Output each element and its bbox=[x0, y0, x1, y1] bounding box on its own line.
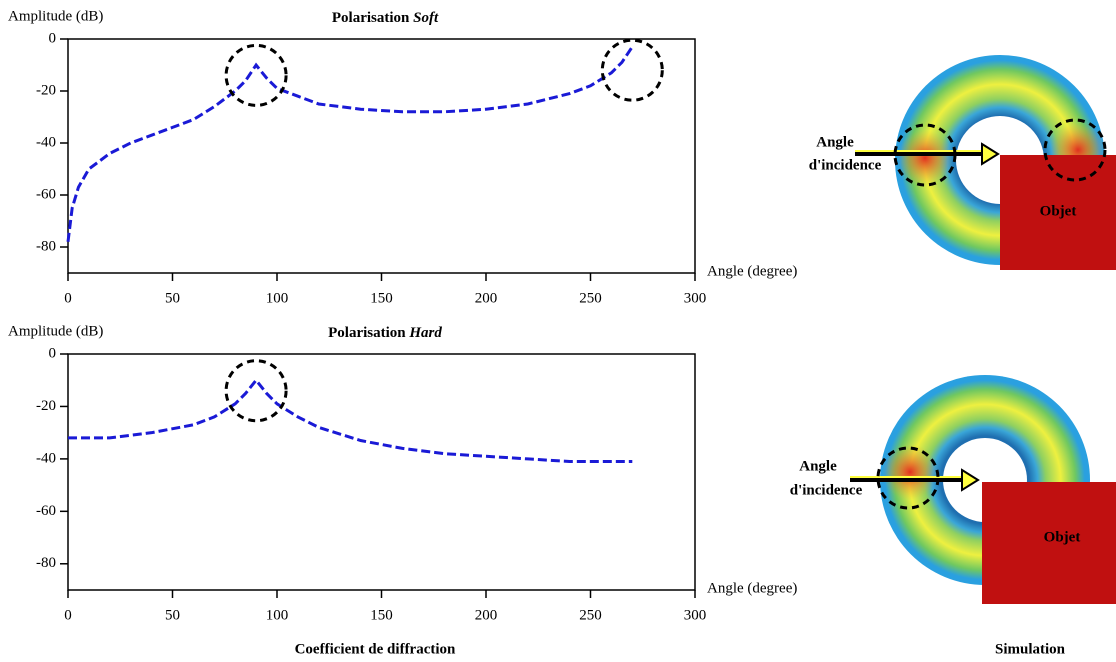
x-axis-label: Angle (degree) bbox=[707, 580, 797, 596]
x-axis-label: Angle (degree) bbox=[707, 263, 797, 279]
title-word: Polarisation bbox=[328, 325, 406, 341]
title-word: Hard bbox=[408, 325, 442, 341]
title-word: Soft bbox=[413, 10, 439, 26]
highlight-circle bbox=[224, 43, 288, 107]
x-tick-label: 0 bbox=[64, 290, 72, 306]
caption: Coefficient de diffraction bbox=[295, 641, 456, 657]
x-tick-label: 300 bbox=[684, 290, 707, 306]
x-tick-label: 100 bbox=[266, 290, 289, 306]
caption: Simulation bbox=[995, 641, 1066, 657]
data-line bbox=[66, 45, 634, 242]
simulation-2: Angle d'incidence Objet bbox=[790, 375, 1116, 604]
chart-title: Polarisation Soft bbox=[332, 10, 439, 26]
x-tick-label: 50 bbox=[165, 290, 180, 306]
highlight-circle bbox=[600, 38, 664, 102]
y-tick-label: -60 bbox=[36, 186, 56, 202]
y-tick-label: -40 bbox=[36, 450, 56, 466]
x-tick-label: 200 bbox=[475, 290, 498, 306]
x-tick-label: 150 bbox=[370, 607, 393, 623]
simulation-1: Angle d'incidence Objet bbox=[809, 55, 1116, 270]
chart-title: Polarisation Hard bbox=[328, 325, 442, 341]
y-axis-label: Amplitude (dB) bbox=[8, 323, 103, 339]
x-tick-label: 250 bbox=[579, 607, 602, 623]
x-tick-label: 250 bbox=[579, 290, 602, 306]
sim-label: Angle bbox=[799, 458, 837, 474]
object-label: Objet bbox=[1044, 529, 1081, 545]
sim-label: d'incidence bbox=[790, 482, 863, 498]
x-tick-label: 100 bbox=[266, 607, 289, 623]
data-line bbox=[68, 377, 633, 464]
x-tick-label: 200 bbox=[475, 607, 498, 623]
sim-label: d'incidence bbox=[809, 157, 882, 173]
title-word: Polarisation bbox=[332, 10, 410, 26]
x-tick-label: 0 bbox=[64, 607, 72, 623]
plot-frame bbox=[67, 353, 696, 591]
y-tick-label: -20 bbox=[36, 82, 56, 98]
y-tick-label: -80 bbox=[36, 238, 56, 254]
y-tick-label: -80 bbox=[36, 555, 56, 571]
y-tick-label: -60 bbox=[36, 503, 56, 519]
sim-label: Angle bbox=[816, 134, 854, 150]
x-tick-label: 50 bbox=[165, 607, 180, 623]
y-tick-label: -20 bbox=[36, 398, 56, 414]
highlight-circle bbox=[224, 359, 288, 423]
x-tick-label: 300 bbox=[684, 607, 707, 623]
object-label: Objet bbox=[1040, 203, 1077, 219]
plot-frame bbox=[67, 38, 696, 274]
y-tick-label: 0 bbox=[49, 345, 57, 361]
x-tick-label: 150 bbox=[370, 290, 393, 306]
y-tick-label: 0 bbox=[49, 30, 57, 46]
y-axis-label: Amplitude (dB) bbox=[8, 8, 103, 24]
y-tick-label: -40 bbox=[36, 134, 56, 150]
